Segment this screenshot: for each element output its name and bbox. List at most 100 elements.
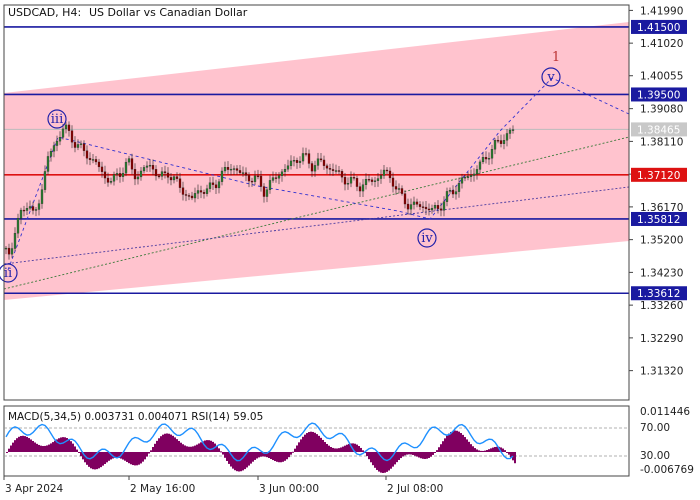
macd-bar-157 xyxy=(320,437,322,452)
x-tick-label-1: 2 May 16:00 xyxy=(130,483,195,495)
macd-bar-236 xyxy=(478,450,480,452)
macd-bar-111 xyxy=(228,452,230,464)
macd-bar-72 xyxy=(150,450,152,452)
candle-body-15 xyxy=(49,151,53,157)
macd-bar-174 xyxy=(354,443,356,452)
macd-bar-100 xyxy=(206,440,208,452)
indicator-label: MACD(5,34,5) 0.003731 0.004071 RSI(14) 5… xyxy=(8,411,263,423)
macd-bar-254 xyxy=(514,452,516,464)
price-axis[interactable]: 1.41990 1.41020 1.40055 1.39080 1.38110 1.371… xyxy=(629,5,683,378)
candle-body-44 xyxy=(136,176,140,180)
candle-body-54 xyxy=(166,172,170,178)
macd-bar-136 xyxy=(278,452,280,463)
y-tick-label-9: 1.33260 xyxy=(640,300,683,312)
candle-body-102 xyxy=(310,163,314,172)
candle-body-73 xyxy=(223,167,227,172)
candle-body-129 xyxy=(391,177,395,187)
macd-bar-39 xyxy=(84,452,86,463)
candle-body-154 xyxy=(466,176,470,178)
wave-circle-iv xyxy=(417,228,437,248)
candle-body-68 xyxy=(208,182,212,189)
macd-bar-2 xyxy=(10,445,12,452)
trendlines-layer xyxy=(3,77,630,290)
macd-bar-77 xyxy=(160,436,162,452)
candle-body-137 xyxy=(415,201,419,205)
macd-bar-0 xyxy=(6,452,8,453)
macd-bar-64 xyxy=(134,452,136,466)
macd-bar-251 xyxy=(508,452,510,455)
candle-body-104 xyxy=(316,158,320,166)
levels-layer xyxy=(4,26,629,295)
candle-body-19 xyxy=(61,128,65,138)
macd-bar-68 xyxy=(142,452,144,462)
candle-body-13 xyxy=(43,171,47,190)
macd-bar-41 xyxy=(88,452,90,467)
macd-bar-16 xyxy=(38,444,40,452)
candle-body-126 xyxy=(382,169,386,176)
candle-body-20 xyxy=(64,124,68,130)
macd-bar-69 xyxy=(144,452,146,460)
macd-bar-5 xyxy=(16,438,18,452)
candle-body-65 xyxy=(199,190,203,193)
candle-body-34 xyxy=(106,177,110,183)
macd-bar-28 xyxy=(62,437,64,452)
candle-body-47 xyxy=(145,165,149,168)
y-tick-label-7: 1.35200 xyxy=(640,235,683,247)
macd-bar-252 xyxy=(510,452,512,458)
candle-body-3 xyxy=(13,233,17,249)
macd-bar-217 xyxy=(440,444,442,452)
current-price-tag xyxy=(631,122,687,137)
candle-body-111 xyxy=(337,170,341,172)
candle-body-63 xyxy=(193,193,197,199)
candle-body-157 xyxy=(475,169,479,175)
macd-bar-8 xyxy=(22,435,24,452)
macd-bar-150 xyxy=(306,433,308,452)
macd-bar-170 xyxy=(346,444,348,452)
candle-body-58 xyxy=(178,178,182,188)
macd-bar-132 xyxy=(270,452,272,459)
y-tick-label-0: 1.41990 xyxy=(640,5,683,17)
candle-body-148 xyxy=(448,190,452,192)
macd-bar-162 xyxy=(330,447,332,452)
macd-bar-161 xyxy=(328,445,330,452)
candle-body-118 xyxy=(358,186,362,192)
price-tag-2 xyxy=(631,167,687,182)
y-tick-label-1: 1.41020 xyxy=(640,38,683,50)
macd-bar-173 xyxy=(352,443,354,452)
macd-bar-122 xyxy=(250,452,252,464)
macd-bar-3 xyxy=(12,442,14,452)
candle-body-61 xyxy=(187,195,191,197)
macd-bar-109 xyxy=(224,452,226,458)
macd-bar-192 xyxy=(390,452,392,469)
wave-circle-iii xyxy=(47,109,67,129)
macd-bar-43 xyxy=(92,452,94,470)
wave-circle-v xyxy=(541,67,561,87)
macd-bar-199 xyxy=(404,452,406,456)
macd-bar-120 xyxy=(246,452,248,468)
candle-body-83 xyxy=(253,175,257,182)
macd-bar-196 xyxy=(398,452,400,460)
macd-bar-23 xyxy=(52,442,54,452)
macd-bar-224 xyxy=(454,430,456,452)
main-pane-border xyxy=(3,4,630,401)
macd-bar-200 xyxy=(406,452,408,455)
candle-body-107 xyxy=(325,165,329,169)
macd-bar-70 xyxy=(146,452,148,457)
candle-body-101 xyxy=(307,153,311,164)
candle-body-138 xyxy=(418,204,422,207)
macd-bar-73 xyxy=(152,446,154,452)
macd-bar-107 xyxy=(220,451,222,453)
macd-bar-164 xyxy=(334,448,336,452)
macd-bar-47 xyxy=(100,452,102,468)
macd-bar-229 xyxy=(464,437,466,452)
macd-bar-127 xyxy=(260,452,262,457)
macd-bar-33 xyxy=(72,443,74,452)
candle-body-46 xyxy=(142,167,146,172)
macd-bar-62 xyxy=(130,452,132,465)
candle-body-149 xyxy=(451,190,455,195)
macd-bar-197 xyxy=(400,452,402,459)
candle-body-160 xyxy=(484,157,488,160)
macd-bar-213 xyxy=(432,452,434,455)
